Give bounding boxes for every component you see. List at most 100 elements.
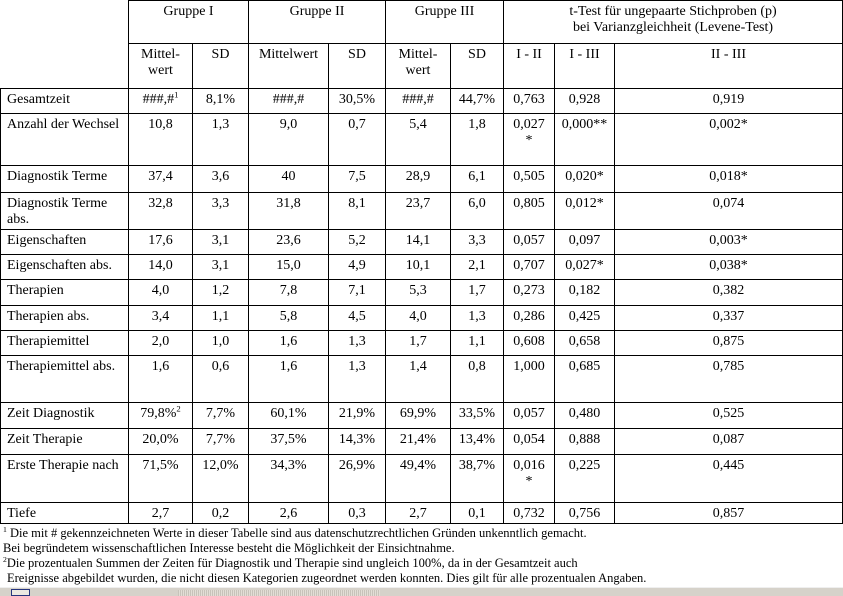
row-label: Erste Therapie nach: [0, 454, 129, 503]
data-cell: 1,3: [192, 113, 249, 166]
data-cell: 5,8: [248, 305, 329, 331]
data-cell: 4,0: [385, 305, 451, 331]
data-cell: 0,685: [554, 355, 616, 403]
data-cell: 4,9: [328, 254, 386, 280]
sub-header-sd-3: SD: [449, 43, 505, 89]
data-cell: 34,3%: [248, 454, 329, 503]
data-cell: 0,097: [554, 229, 616, 255]
sub-header-p-1-2: I - II: [503, 43, 556, 89]
row-label: Therapiemittel: [0, 330, 129, 356]
data-cell: 1,6: [128, 355, 193, 403]
row-label: Diagnostik Terme: [0, 165, 129, 193]
data-cell: 2,6: [248, 502, 329, 524]
sub-header-p-2-3: II - III: [614, 43, 843, 89]
data-cell: 1,6: [248, 355, 329, 403]
sub-header-mittelwert-3: Mittel- wert: [385, 43, 451, 89]
data-cell: 0,756: [554, 502, 616, 524]
data-cell: 49,4%: [385, 454, 451, 503]
data-cell: 21,9%: [328, 402, 386, 429]
table-row: Eigenschaften 17,6 3,1 23,6 5,2 14,1 3,3 0,057 0…: [0, 229, 843, 255]
data-cell: 0,805: [503, 192, 556, 230]
group-header-gruppe-2: Gruppe II: [248, 0, 386, 44]
table-row: Anzahl der Wechsel 10,8 1,3 9,0 0,7 5,4 1,8 0,0…: [0, 113, 843, 166]
taskbar-button-fragment[interactable]: [11, 589, 30, 596]
data-cell: 0,445: [614, 454, 843, 503]
data-cell: 26,9%: [328, 454, 386, 503]
data-cell: 10,8: [128, 113, 193, 166]
data-cell: 3,1: [192, 254, 249, 280]
cell-superscript: 1: [174, 89, 179, 100]
data-cell: 0,018*: [614, 165, 843, 193]
data-cell: 0,2: [192, 502, 249, 524]
data-cell: 30,5%: [328, 88, 386, 114]
data-cell: 0,888: [554, 428, 616, 455]
data-cell: 0,3: [328, 502, 386, 524]
data-cell: 17,6: [128, 229, 193, 255]
data-cell: 0,012*: [554, 192, 616, 230]
data-cell: 0,225: [554, 454, 616, 503]
data-cell: 7,1: [328, 279, 386, 306]
data-cell: 5,4: [385, 113, 451, 166]
data-cell: 38,7%: [449, 454, 505, 503]
data-cell: 0,182: [554, 279, 616, 306]
data-cell: 1,6: [248, 330, 329, 356]
data-cell: 13,4%: [449, 428, 505, 455]
data-cell: 4,5: [328, 305, 386, 331]
data-cell: 79,8%2: [128, 402, 193, 429]
data-cell: 0,1: [449, 502, 505, 524]
data-cell: 69,9%: [385, 402, 451, 429]
table-row: Therapien abs. 3,4 1,1 5,8 4,5 4,0 1,3 0,286 0,4…: [0, 305, 843, 331]
data-cell: 5,2: [328, 229, 386, 255]
data-cell: 23,6: [248, 229, 329, 255]
corner-cell: [1, 44, 129, 89]
data-cell: 7,8: [248, 279, 329, 306]
data-cell: 1,8: [449, 113, 505, 166]
data-cell: 1,2: [192, 279, 249, 306]
data-cell: 6,0: [449, 192, 505, 230]
corner-cell: [1, 1, 129, 44]
data-cell: 2,1: [449, 254, 505, 280]
table-row: Diagnostik Terme abs. 32,8 3,3 31,8 8,1 23,7 6…: [0, 192, 843, 230]
data-cell: 0,7: [328, 113, 386, 166]
data-cell: 3,4: [128, 305, 193, 331]
footnote-line: 1 Die mit # gekennzeichneten Werte in di…: [3, 524, 843, 541]
data-cell: 12,0%: [192, 454, 249, 503]
data-cell: ###,#: [385, 88, 451, 114]
data-cell: 1,3: [328, 355, 386, 403]
data-cell: 20,0%: [128, 428, 193, 455]
footnote-line: Ereignisse abgebildet wurden, die nicht …: [3, 571, 843, 586]
taskbar-texture: [178, 590, 380, 596]
row-label: Gesamtzeit: [0, 88, 129, 114]
data-cell: 14,1: [385, 229, 451, 255]
data-cell: 0,928: [554, 88, 616, 114]
data-cell: 1,1: [449, 330, 505, 356]
data-cell: 0,000**: [554, 113, 616, 166]
data-cell: 0,608: [503, 330, 556, 356]
data-cell: 0,525: [614, 402, 843, 429]
table-header: Gruppe I Gruppe II Gruppe III t-Test für…: [1, 0, 843, 89]
footnote-text: Ereignisse abgebildet wurden, die nicht …: [7, 571, 647, 585]
data-cell: 14,3%: [328, 428, 386, 455]
data-cell: 0,003*: [614, 229, 843, 255]
footnote-line: Bei begründetem wissenschaftlichen Inter…: [3, 541, 843, 556]
data-cell: 1,3: [328, 330, 386, 356]
data-cell: 0,057: [503, 229, 556, 255]
data-cell: 0,038*: [614, 254, 843, 280]
data-cell: 1,4: [385, 355, 451, 403]
data-cell: 21,4%: [385, 428, 451, 455]
data-cell: 0,707: [503, 254, 556, 280]
data-cell: 0,020*: [554, 165, 616, 193]
data-cell: 0,027 *: [503, 113, 556, 166]
data-cell: 10,1: [385, 254, 451, 280]
data-cell: 1,7: [385, 330, 451, 356]
footnote-marker: 1: [3, 524, 7, 534]
table-row: Tiefe 2,7 0,2 2,6 0,3 2,7 0,1 0,732 0,756 0,857: [0, 502, 843, 524]
data-cell: 7,5: [328, 165, 386, 193]
table-body: Gesamtzeit ###,#1 8,1% ###,# 30,5% ###,# 44,7%…: [0, 88, 843, 524]
statistics-table: Gruppe I Gruppe II Gruppe III t-Test für…: [0, 0, 843, 524]
data-cell: 0,658: [554, 330, 616, 356]
data-cell: 0,027*: [554, 254, 616, 280]
data-cell: 0,087: [614, 428, 843, 455]
footnote-text: Die mit # gekennzeichneten Werte in dies…: [6, 526, 587, 540]
group-header-row: Gruppe I Gruppe II Gruppe III t-Test für…: [1, 0, 843, 44]
